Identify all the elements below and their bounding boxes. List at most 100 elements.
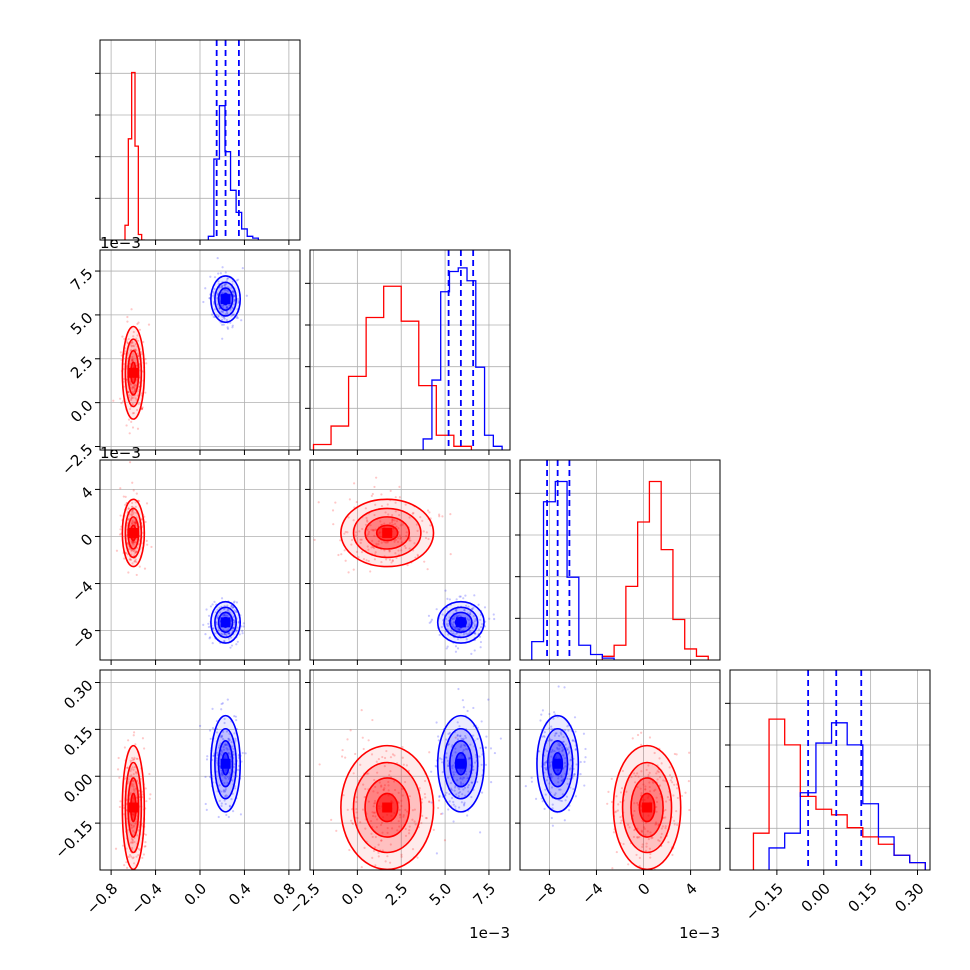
scatter-point-1-3-0-114 bbox=[230, 740, 233, 744]
scatter-point-0-3-2-52 bbox=[676, 796, 679, 800]
scatter-point-1-2-0-193 bbox=[230, 644, 234, 647]
scatter-point-0-3-2-116 bbox=[647, 773, 650, 777]
scatter-point-0-3-0-125 bbox=[122, 806, 125, 810]
scatter-point-1-3-2-199 bbox=[558, 788, 561, 791]
scatter-point-0-2-0-118 bbox=[131, 501, 134, 505]
scatter-point-0-3-1-4 bbox=[380, 839, 383, 842]
scatter-point-0-3-1-113 bbox=[428, 751, 431, 754]
scatter-point-1-2-0-178 bbox=[235, 643, 238, 646]
scatter-point-0-3-2-80 bbox=[652, 922, 654, 924]
scatter-point-0-3-1-87 bbox=[401, 745, 404, 749]
scatter-point-1-2-1-83 bbox=[483, 606, 487, 609]
scatter-point-1-3-2-21 bbox=[564, 765, 567, 768]
scatter-point-0-2-0-55 bbox=[134, 501, 137, 504]
contour-1-2-0-2 bbox=[217, 611, 234, 634]
scatter-point-1-3-2-47 bbox=[554, 732, 557, 735]
scatter-point-1-2-1-26 bbox=[438, 633, 441, 637]
scatter-point-1-3-1-169 bbox=[456, 738, 460, 741]
scatter-point-0-2-0-119 bbox=[123, 557, 126, 560]
contour-0-2-1-2 bbox=[364, 516, 411, 550]
xtick-label-1-4: 7.5 bbox=[470, 880, 500, 910]
panel-content-2-0 bbox=[115, 461, 245, 649]
scatter-point-0-3-1-9 bbox=[381, 831, 384, 834]
scatter-point-1-2-0-181 bbox=[209, 636, 212, 639]
scatter-point-1-3-1-61 bbox=[460, 801, 463, 804]
scatter-point-1-2-0-23 bbox=[202, 623, 205, 626]
scatter-point-0-3-2-31 bbox=[657, 770, 660, 774]
scatter-point-0-3-1-180 bbox=[377, 758, 380, 761]
scatter-point-1-1-0-122 bbox=[233, 298, 236, 301]
scatter-point-1-3-2-164 bbox=[583, 760, 586, 764]
scatter-point-1-3-2-113 bbox=[543, 731, 546, 734]
scatter-point-0-1-0-89 bbox=[131, 412, 134, 415]
scatter-point-1-3-1-194 bbox=[453, 789, 456, 792]
scatter-point-1-3-2-202 bbox=[566, 725, 569, 728]
scatter-point-0-2-0-108 bbox=[129, 558, 132, 561]
scatter-point-1-3-2-11 bbox=[541, 800, 544, 803]
scatter-point-0-3-0-61 bbox=[132, 734, 135, 737]
xtick-label-3-2: 0.15 bbox=[845, 880, 881, 916]
scatter-point-0-3-2-21 bbox=[638, 856, 641, 860]
scatter-point-0-2-1-63 bbox=[340, 553, 343, 556]
scatter-point-1-1-0-29 bbox=[237, 301, 240, 304]
scatter-point-0-3-2-45 bbox=[644, 788, 647, 791]
xtick-label-0-2: 0.0 bbox=[181, 880, 211, 910]
histogram-1-2 bbox=[531, 480, 615, 660]
scatter-point-0-3-1-106 bbox=[374, 785, 377, 789]
scatter-point-0-2-1-205 bbox=[398, 534, 401, 537]
scatter-point-1-1-0-51 bbox=[220, 292, 223, 295]
scatter-point-0-3-0-157 bbox=[144, 787, 147, 790]
scatter-point-0-3-1-96 bbox=[382, 788, 385, 791]
scatter-point-1-3-2-183 bbox=[574, 730, 577, 733]
panel-frame-3-2 bbox=[519, 669, 721, 871]
scatter-point-0-3-1-122 bbox=[377, 851, 380, 854]
contour-0-2-0-0 bbox=[121, 498, 146, 568]
scatter-point-1-2-0-90 bbox=[223, 613, 226, 617]
scatter-point-0-3-0-24 bbox=[129, 792, 132, 795]
scatter-point-1-3-2-162 bbox=[567, 751, 571, 755]
scatter-point-1-3-2-156 bbox=[583, 784, 586, 787]
scatter-point-0-3-1-92 bbox=[402, 815, 405, 818]
scatter-point-1-3-2-17 bbox=[573, 773, 576, 776]
scatter-point-0-2-0-3 bbox=[119, 514, 122, 517]
x-offset-label-2: 1e−3 bbox=[679, 924, 720, 942]
scatter-point-0-3-1-69 bbox=[364, 787, 367, 791]
scatter-point-1-3-2-172 bbox=[560, 799, 563, 803]
scatter-point-1-1-0-69 bbox=[217, 272, 220, 275]
scatter-point-0-2-1-64 bbox=[365, 516, 368, 520]
scatter-point-0-3-2-218 bbox=[654, 788, 657, 791]
scatter-point-0-1-0-130 bbox=[134, 348, 137, 351]
scatter-point-0-2-1-110 bbox=[391, 519, 394, 522]
scatter-point-1-3-0-207 bbox=[215, 727, 219, 731]
y-offset-label-1: 1e−3 bbox=[100, 234, 141, 252]
scatter-point-0-2-1-182 bbox=[393, 519, 396, 522]
scatter-point-1-3-2-103 bbox=[565, 795, 569, 798]
scatter-point-1-2-0-216 bbox=[224, 614, 227, 618]
scatter-point-0-3-1-35 bbox=[408, 829, 411, 832]
scatter-point-0-3-2-123 bbox=[687, 780, 690, 783]
scatter-point-1-3-2-116 bbox=[548, 712, 551, 716]
scatter-point-0-3-0-192 bbox=[136, 780, 139, 783]
scatter-point-0-2-0-138 bbox=[130, 513, 133, 516]
scatter-point-0-3-2-50 bbox=[606, 802, 609, 805]
scatter-point-0-3-2-141 bbox=[648, 790, 652, 793]
scatter-point-0-3-2-0 bbox=[648, 736, 652, 739]
scatter-point-0-3-0-98 bbox=[116, 768, 120, 771]
scatter-point-1-2-0-40 bbox=[216, 616, 219, 619]
scatter-point-1-1-0-185 bbox=[224, 288, 228, 291]
scatter-point-0-3-1-200 bbox=[335, 829, 338, 832]
scatter-point-1-3-1-92 bbox=[484, 746, 487, 749]
ytick-label-1-3: 5.0 bbox=[67, 309, 97, 339]
scatter-point-1-2-0-131 bbox=[211, 642, 214, 645]
scatter-point-0-3-1-55 bbox=[411, 809, 414, 812]
scatter-point-0-3-0-206 bbox=[140, 874, 142, 876]
scatter-point-1-2-1-212 bbox=[471, 626, 475, 630]
scatter-point-1-2-0-152 bbox=[237, 621, 240, 624]
scatter-point-0-2-1-202 bbox=[386, 541, 389, 544]
scatter-point-1-3-1-215 bbox=[456, 733, 459, 737]
scatter-point-0-3-0-175 bbox=[135, 855, 138, 858]
scatter-point-1-3-0-65 bbox=[225, 747, 228, 750]
scatter-point-1-3-0-90 bbox=[232, 753, 235, 756]
scatter-point-0-2-1-68 bbox=[370, 494, 373, 497]
scatter-point-1-3-2-122 bbox=[564, 799, 567, 802]
